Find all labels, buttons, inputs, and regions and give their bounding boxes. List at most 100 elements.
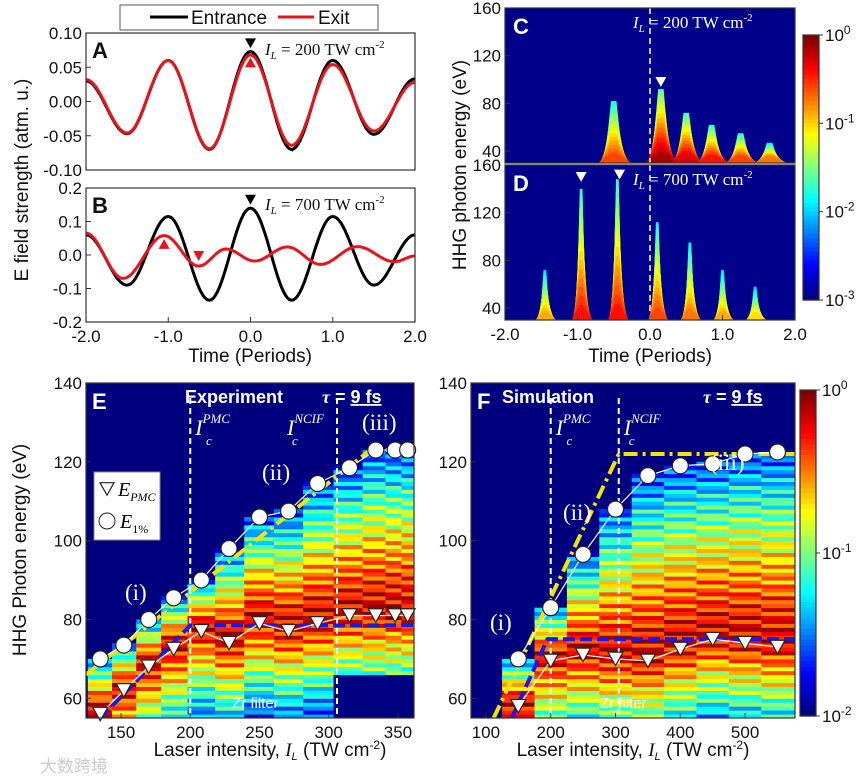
spectrum-cell bbox=[728, 611, 762, 617]
spectrum-cell bbox=[696, 690, 730, 695]
colorbar-step bbox=[800, 705, 816, 712]
spectrum-cell bbox=[761, 710, 795, 715]
spectrum-cell bbox=[333, 639, 364, 644]
spectrum-cell bbox=[502, 674, 536, 680]
spectrum-cell bbox=[696, 595, 730, 601]
spectrum-cell bbox=[631, 584, 665, 589]
spectrum-cell bbox=[136, 643, 162, 648]
spectrum-cell bbox=[664, 517, 698, 522]
spectrum-cell bbox=[566, 599, 600, 605]
colorbar-step bbox=[800, 656, 816, 663]
spectrum-cell bbox=[728, 670, 762, 676]
y-tick-label: 0.00 bbox=[49, 93, 82, 112]
spectrum-cell bbox=[696, 536, 730, 542]
colorbar-label: 10-1 bbox=[822, 541, 852, 563]
colorbar-step bbox=[800, 645, 816, 652]
spectrum-cell bbox=[187, 607, 216, 613]
spectrum-cell bbox=[401, 501, 414, 506]
spectrum-cell bbox=[136, 639, 162, 644]
spectrum-cell bbox=[566, 674, 600, 680]
spectrum-cell bbox=[664, 584, 698, 589]
spectrum-cell bbox=[401, 576, 414, 581]
spectrum-cell bbox=[761, 497, 795, 502]
spectrum-cell bbox=[385, 674, 402, 680]
colorbar-step bbox=[800, 482, 816, 489]
spectrum-cell bbox=[631, 714, 665, 718]
spectrum-cell bbox=[303, 639, 335, 644]
spectrum-cell bbox=[87, 666, 113, 672]
colorbar-step bbox=[803, 242, 819, 248]
spectrum-cell bbox=[599, 595, 633, 601]
e1pct-point bbox=[542, 599, 560, 617]
y-tick-label: -0.1 bbox=[53, 280, 82, 299]
spectrum-cell bbox=[696, 686, 730, 691]
spectrum-cell bbox=[664, 544, 698, 550]
spectrum-cell bbox=[333, 509, 364, 514]
x-tick-label: 1.0 bbox=[711, 325, 735, 344]
spectrum-cell bbox=[761, 493, 795, 498]
spectrum-cell bbox=[136, 690, 162, 695]
colorbar-step bbox=[803, 269, 819, 275]
spectrum-cell bbox=[303, 698, 335, 703]
epmc-point bbox=[309, 616, 327, 632]
spectrum-cell bbox=[333, 651, 364, 656]
spectrum-cell bbox=[303, 670, 335, 676]
e1pct-point bbox=[140, 610, 158, 629]
spectrum-cell bbox=[333, 524, 364, 530]
colorbar-step bbox=[800, 596, 816, 603]
spectrum-cell bbox=[362, 595, 386, 601]
spectrum-cell bbox=[362, 666, 386, 672]
spectrum-cell bbox=[728, 623, 762, 628]
colorbar-step bbox=[800, 400, 816, 407]
spectrum-cell bbox=[362, 540, 386, 546]
colorbar-step bbox=[800, 694, 816, 701]
spectrum-cell bbox=[215, 580, 245, 585]
spectrum-cell bbox=[187, 654, 216, 660]
spectrum-cell bbox=[385, 493, 402, 498]
spectrum-cell bbox=[401, 469, 414, 475]
spectrum-cell bbox=[362, 576, 386, 581]
spectrum-cell bbox=[761, 599, 795, 605]
spectrum-cell bbox=[362, 674, 386, 680]
spectrum-cell bbox=[696, 694, 730, 699]
spectrum-cell bbox=[187, 666, 216, 672]
spectrum-cell bbox=[274, 540, 304, 546]
peak-marker bbox=[245, 38, 256, 49]
colorbar-step bbox=[800, 623, 816, 630]
spectrum-cell bbox=[333, 662, 364, 668]
spectrum-cell bbox=[761, 678, 795, 684]
spectrum-cell bbox=[664, 603, 698, 609]
spectrum-cell bbox=[696, 540, 730, 546]
spectrum-cell bbox=[631, 647, 665, 652]
spectrum-cell bbox=[401, 473, 414, 479]
y-tick-label: 0.05 bbox=[49, 58, 82, 77]
spectrum-cell bbox=[274, 658, 304, 664]
spectrum-cell bbox=[599, 564, 633, 569]
spectrum-cell bbox=[215, 714, 245, 718]
colorbar-step bbox=[803, 194, 819, 200]
spectrum-cell bbox=[274, 682, 304, 687]
spectrum-cell bbox=[244, 654, 275, 660]
spectrum-cell bbox=[333, 493, 364, 498]
spectrum-cell bbox=[631, 517, 665, 522]
panel-label-b: B bbox=[92, 193, 108, 218]
spectrum-cell bbox=[303, 706, 335, 711]
y-tick-label: 80 bbox=[63, 610, 82, 629]
colorbar-step bbox=[800, 433, 816, 440]
spectrum-cell bbox=[761, 572, 795, 577]
epmc-point bbox=[165, 641, 183, 658]
spectrum-cell bbox=[362, 651, 386, 656]
spectrum-cell bbox=[664, 580, 698, 585]
colorbar-step bbox=[803, 118, 819, 124]
spectrum-cell bbox=[728, 615, 762, 620]
spectrum-cell bbox=[728, 540, 762, 546]
spectrum-cell bbox=[566, 587, 600, 593]
y-tick-label: 160 bbox=[473, 156, 501, 175]
spectrum-cell bbox=[244, 603, 275, 609]
y-tick-label: 120 bbox=[473, 204, 501, 223]
spectrum-cell bbox=[244, 682, 275, 687]
spectrum-cell bbox=[362, 552, 386, 557]
spectrum-cell bbox=[696, 698, 730, 703]
spectrum-cell bbox=[187, 706, 216, 711]
x-tick-label: 400 bbox=[666, 723, 694, 742]
